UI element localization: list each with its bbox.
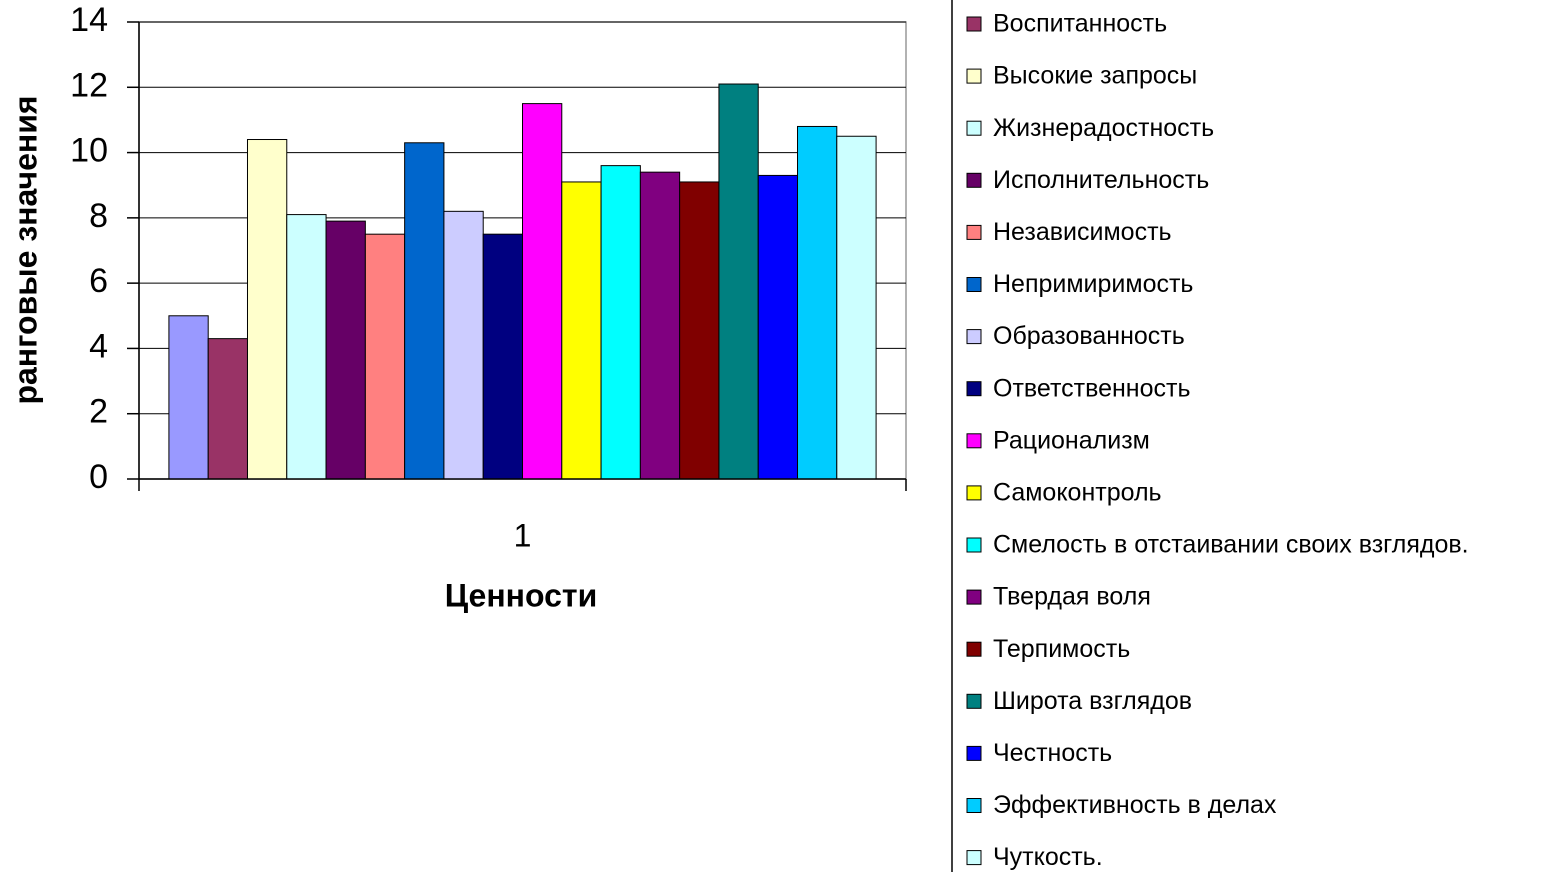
legend-swatch: [966, 172, 982, 188]
y-axis-title: ранговые значения: [7, 95, 43, 404]
legend-swatch: [966, 433, 982, 449]
legend-swatch: [966, 537, 982, 553]
legend-swatch: [966, 381, 982, 397]
y-tick-label: 2: [89, 393, 108, 431]
y-tick-label: 14: [70, 1, 108, 39]
bar: [325, 220, 366, 480]
bar: [718, 83, 759, 480]
y-tick-label: 8: [89, 197, 108, 235]
legend-swatch: [966, 224, 982, 240]
legend-label: Эффективность в делах: [993, 791, 1277, 819]
bar: [168, 315, 209, 480]
legend-label: Непримиримость: [993, 270, 1193, 298]
bar: [757, 174, 799, 480]
legend-swatch: [966, 120, 982, 136]
legend-swatch: [966, 850, 982, 866]
legend-label: Честность: [993, 739, 1112, 767]
bar: [797, 125, 838, 480]
legend-swatch: [966, 798, 982, 813]
y-tick-label: 0: [89, 458, 108, 496]
x-axis-title: Ценности: [445, 577, 597, 613]
legend-label: Твердая воля: [993, 583, 1151, 611]
bar: [404, 142, 445, 480]
bar: [522, 103, 563, 480]
legend-swatch: [966, 16, 982, 32]
legend-swatch: [966, 68, 982, 84]
legend-swatch: [966, 641, 982, 657]
bar: [561, 181, 602, 480]
legend-label: Широта взглядов: [993, 687, 1192, 715]
x-tick-label: 1: [514, 517, 532, 553]
legend-swatch: [966, 277, 982, 292]
legend-label: Терпимость: [993, 635, 1130, 663]
legend-swatch: [966, 693, 982, 709]
bar: [836, 135, 877, 480]
y-tick-label: 6: [89, 262, 108, 300]
y-tick-label: 4: [89, 327, 108, 365]
bar: [286, 214, 327, 480]
legend-label: Самоконтроль: [993, 479, 1162, 507]
legend-swatch: [966, 745, 982, 761]
bar: [443, 210, 484, 480]
legend-label: Смелость в отстаивании своих взглядов.: [993, 531, 1469, 559]
legend-label: Жизнерадостность: [993, 114, 1214, 142]
legend-label: Исполнительность: [993, 166, 1209, 194]
bar: [207, 338, 248, 480]
y-tick-label: 10: [70, 132, 108, 170]
legend-label: Воспитанность: [993, 10, 1167, 38]
legend-label: Чуткость.: [993, 843, 1103, 871]
bar: [600, 165, 641, 480]
bar: [482, 233, 523, 480]
legend-label: Высокие запросы: [993, 62, 1197, 90]
bar: [679, 181, 720, 480]
legend-swatch: [966, 485, 982, 501]
legend-label: Образованность: [993, 322, 1185, 350]
bar: [364, 233, 406, 480]
legend-swatch: [966, 329, 982, 345]
bar: [246, 139, 288, 480]
y-tick-label: 12: [70, 66, 108, 104]
legend-label: Рационализм: [993, 426, 1150, 454]
legend-swatch: [966, 589, 982, 605]
legend-label: Независимость: [993, 218, 1172, 246]
legend-label: Ответственность: [993, 374, 1191, 402]
bar: [639, 171, 681, 480]
